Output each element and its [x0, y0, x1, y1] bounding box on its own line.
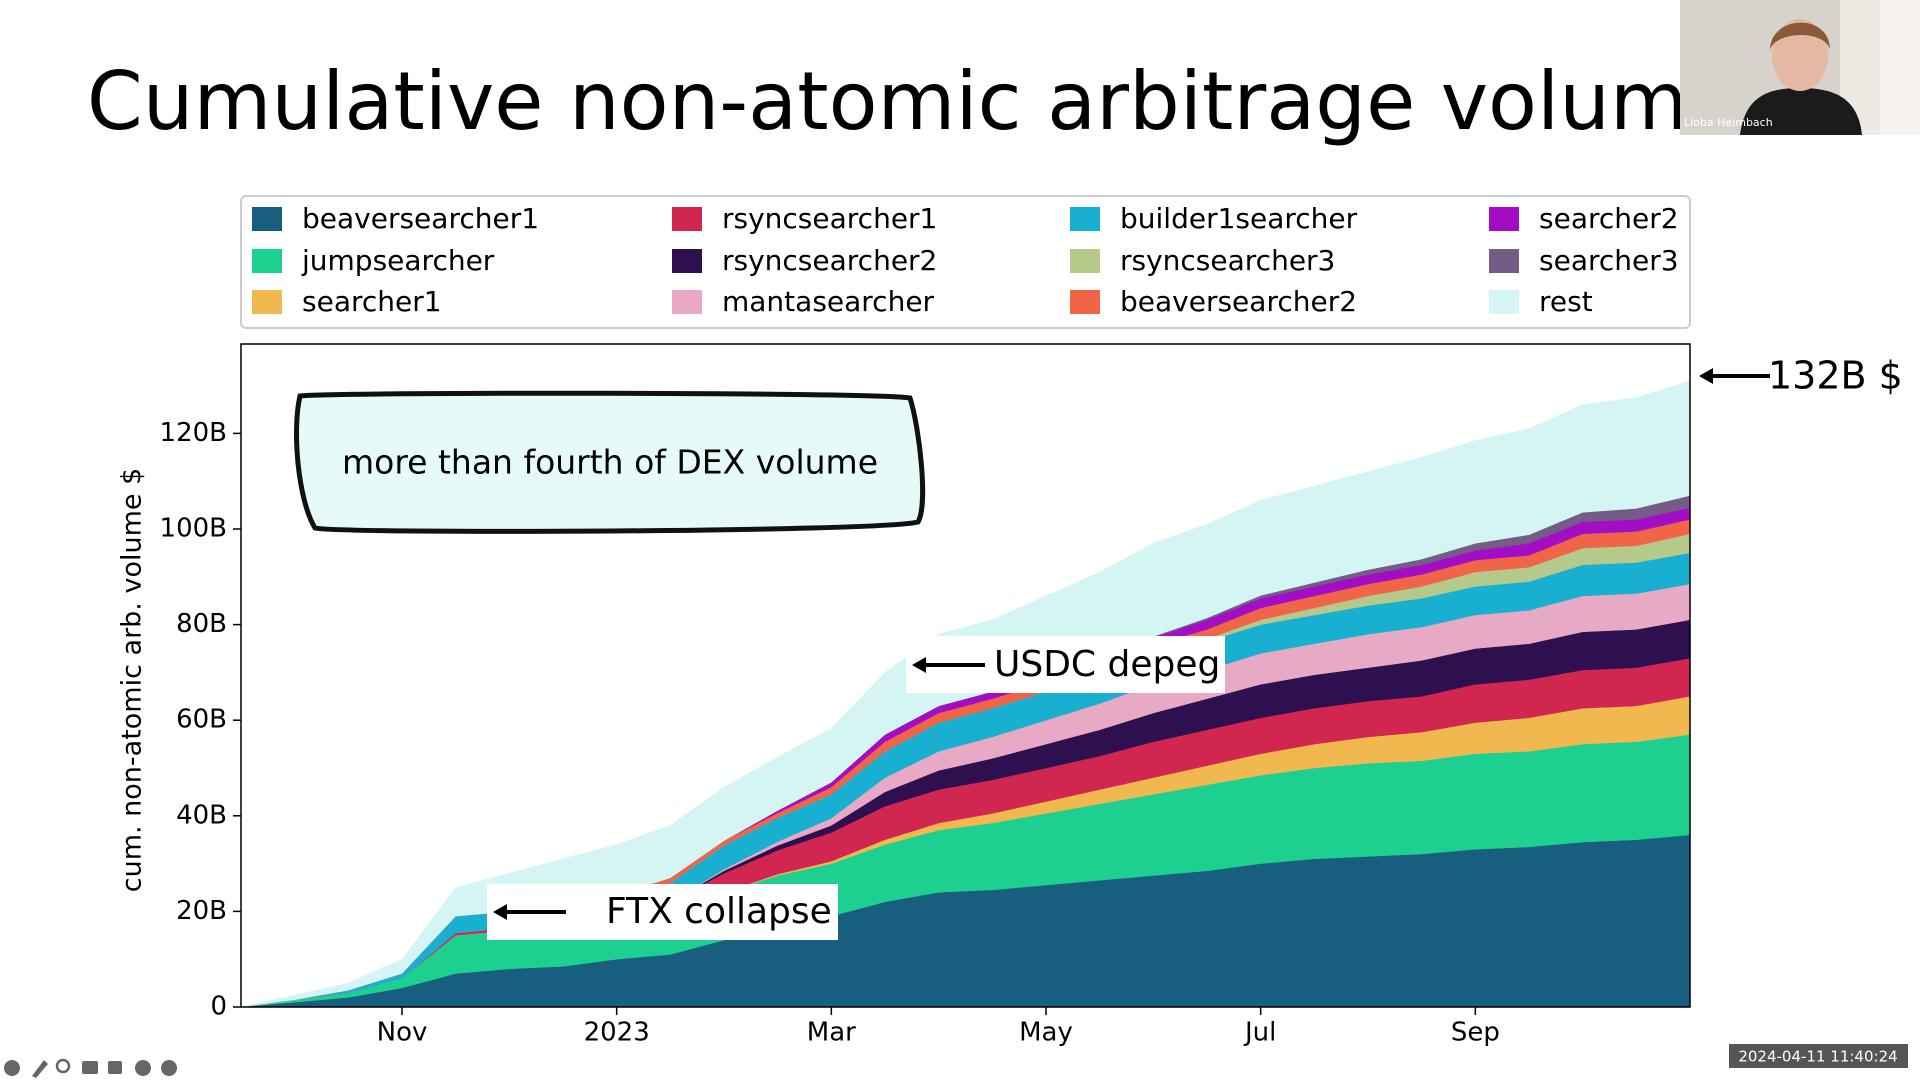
annotation-text: FTX collapse	[606, 891, 832, 932]
chart-title: Cumulative non-atomic arbitrage volume	[87, 55, 1737, 148]
y-tick-label: 20B	[176, 896, 227, 926]
y-tick-label: 40B	[176, 800, 227, 830]
legend-swatch	[1489, 290, 1519, 314]
x-tick-label: Mar	[807, 1018, 856, 1048]
legend-swatch	[672, 249, 702, 273]
toolbar	[4, 1058, 177, 1078]
legend-label: builder1searcher	[1120, 202, 1358, 235]
y-axis-label: cum. non-atomic arb. volume $	[117, 468, 148, 893]
x-tick-label: 2023	[584, 1018, 650, 1048]
legend: beaversearcher1 jumpsearcher searcher1 rsyn…	[252, 202, 1679, 318]
legend-label: searcher1	[302, 285, 442, 318]
x-tick-label: Nov	[377, 1018, 428, 1048]
y-tick-label: 60B	[176, 705, 227, 735]
webcam-wall	[1880, 0, 1920, 135]
annotation-box	[294, 390, 926, 534]
toolbar-forward[interactable]	[161, 1060, 177, 1076]
annotation-text: more than fourth of DEX volume	[342, 443, 878, 482]
annotation-text: 132B $	[1768, 354, 1903, 398]
annotation-arrowhead	[1699, 368, 1713, 384]
legend-label: jumpsearcher	[301, 244, 495, 277]
timestamp-box	[1729, 1044, 1908, 1068]
y-tick-label: 0	[210, 992, 227, 1022]
legend-box	[240, 195, 1691, 329]
annotation-arrowhead	[912, 657, 926, 673]
legend-swatch	[252, 207, 282, 231]
legend-label: mantasearcher	[722, 285, 935, 318]
presenter-name: Lioba Heimbach	[1684, 116, 1773, 129]
legend-swatch	[1070, 249, 1100, 273]
toolbar-camera[interactable]	[108, 1061, 122, 1074]
legend-swatch	[1070, 207, 1100, 231]
x-tick-label: May	[1019, 1018, 1073, 1048]
timestamp: 2024-04-11 11:40:24	[1738, 1048, 1897, 1066]
legend-label: beaversearcher1	[302, 202, 539, 235]
webcam-body	[1740, 88, 1862, 135]
x-tick-label: Sep	[1451, 1018, 1500, 1048]
legend-label: rsyncsearcher1	[722, 202, 937, 235]
y-tick-label: 120B	[160, 418, 227, 448]
legend-swatch	[1489, 249, 1519, 273]
legend-label: rsyncsearcher2	[722, 244, 937, 277]
plot-frame	[240, 343, 1691, 1008]
legend-swatch	[252, 290, 282, 314]
legend-swatch	[672, 290, 702, 314]
legend-swatch	[252, 249, 282, 273]
legend-swatch	[1070, 290, 1100, 314]
toolbar-more[interactable]	[135, 1060, 151, 1076]
y-tick-label: 80B	[176, 609, 227, 639]
y-tick-label: 100B	[160, 513, 227, 543]
legend-swatch	[672, 207, 702, 231]
legend-label: rsyncsearcher3	[1120, 244, 1335, 277]
webcam-hair	[1770, 22, 1830, 50]
toolbar-captions[interactable]	[82, 1061, 98, 1074]
annotation-text: USDC depeg	[994, 644, 1220, 685]
toolbar-zoom[interactable]	[55, 1058, 71, 1074]
x-tick-label: Jul	[1243, 1018, 1276, 1048]
toolbar-pen[interactable]	[32, 1060, 48, 1078]
legend-label: beaversearcher2	[1120, 285, 1357, 318]
annotation-arrowhead	[493, 904, 507, 920]
webcam: Lioba Heimbach	[1680, 0, 1920, 135]
legend-swatch	[1489, 207, 1519, 231]
legend-label: searcher3	[1539, 244, 1679, 277]
toolbar-back[interactable]	[4, 1060, 20, 1076]
legend-label: searcher2	[1539, 202, 1679, 235]
legend-label: rest	[1539, 285, 1593, 318]
